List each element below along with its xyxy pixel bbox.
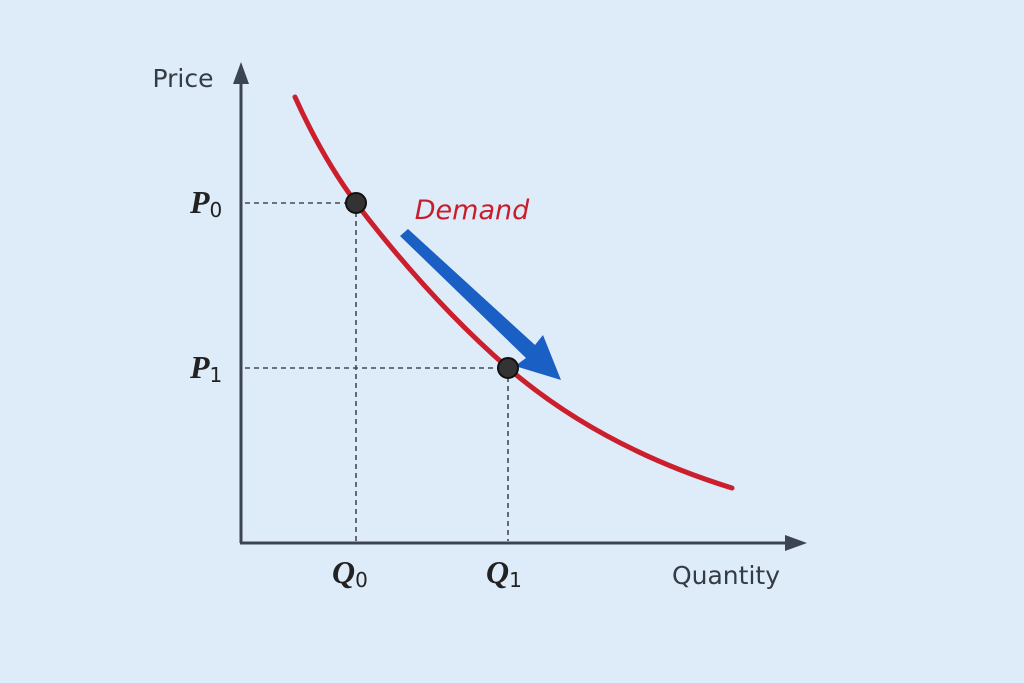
symbol: Q: [486, 554, 509, 590]
y-axis-label: Price: [153, 64, 214, 93]
point: [497, 357, 519, 379]
subscript: 0: [210, 198, 223, 222]
point: [345, 192, 367, 214]
subscript: 0: [355, 568, 368, 592]
x-axis-label: Quantity: [672, 561, 780, 590]
symbol: Q: [332, 554, 355, 590]
symbol: P: [189, 184, 210, 220]
demand-curve: [292, 94, 735, 491]
price-label: P0: [189, 184, 222, 222]
movement-arrow: [400, 229, 561, 380]
y-axis-arrow: [233, 62, 249, 84]
price-label: P1: [189, 349, 222, 387]
quantity-label: Q0: [332, 554, 368, 592]
subscript: 1: [509, 568, 522, 592]
symbol: P: [189, 349, 210, 385]
x-axis-arrow: [785, 535, 807, 551]
curve-label: Demand: [415, 195, 530, 226]
quantity-label: Q1: [486, 554, 522, 592]
subscript: 1: [210, 363, 223, 387]
